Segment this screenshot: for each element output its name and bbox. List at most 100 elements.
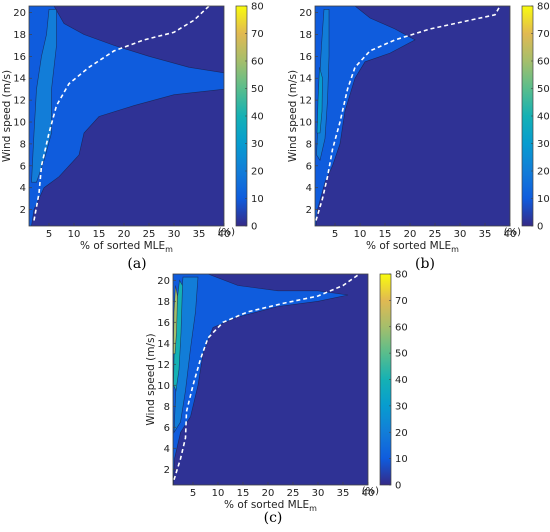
y-tick-label: 4 xyxy=(20,183,26,194)
y-tick-label: 20 xyxy=(157,276,170,287)
x-tick-label: 40 xyxy=(504,229,517,240)
colorbar-tick-label: 50 xyxy=(395,349,408,360)
x-tick-label: 20 xyxy=(262,488,275,499)
y-tick-label: 2 xyxy=(306,205,312,216)
colorbar-tick-label: 40 xyxy=(537,112,550,123)
y-tick-label: 14 xyxy=(13,74,26,85)
colorbar-tick-label: 80 xyxy=(395,270,408,281)
colorbar-tick-label: 10 xyxy=(395,454,408,465)
colorbar-tick-label: 30 xyxy=(251,139,264,150)
colorbar-tick-label: 60 xyxy=(537,57,550,68)
colorbar-tick-label: 30 xyxy=(395,401,408,412)
y-tick-label: 16 xyxy=(157,318,170,329)
x-tick-label: 40 xyxy=(218,229,231,240)
x-tick-label: 25 xyxy=(143,229,156,240)
colorbar-tick-label: 70 xyxy=(395,296,408,307)
dashed-curve xyxy=(33,6,210,221)
dashed-curve xyxy=(173,274,359,481)
colorbar-tick-label: 70 xyxy=(251,29,264,40)
contour-region-10 xyxy=(29,6,224,226)
colorbar-tick-label: 40 xyxy=(395,375,408,386)
colorbar-tick-label: 10 xyxy=(251,194,264,205)
colorbar-unit: (%) xyxy=(362,486,379,497)
colorbar-tick-label: 20 xyxy=(395,428,408,439)
colorbar-unit: (%) xyxy=(218,227,235,238)
y-tick-label: 2 xyxy=(20,205,26,216)
colorbar-tick-label: 20 xyxy=(251,167,264,178)
x-tick-label: 10 xyxy=(68,229,81,240)
x-tick-label: 35 xyxy=(193,229,206,240)
x-tick-label: 35 xyxy=(337,488,350,499)
x-tick-label: 5 xyxy=(190,488,196,499)
colorbar-tick-label: 10 xyxy=(537,194,550,205)
y-tick-label: 12 xyxy=(157,360,170,371)
y-tick-label: 4 xyxy=(306,183,312,194)
y-tick-label: 8 xyxy=(20,139,26,150)
x-axis-label: % of sorted MLEm xyxy=(224,499,317,513)
colorbar-tick-label: 50 xyxy=(537,84,550,95)
contour-region-20 xyxy=(31,9,57,183)
plot-frame xyxy=(172,273,369,486)
y-tick-label: 8 xyxy=(306,139,312,150)
colorbar-tick-label: 30 xyxy=(537,139,550,150)
colorbar-tick-label: 60 xyxy=(251,57,264,68)
y-tick-label: 14 xyxy=(299,74,312,85)
colorbar-tick-label: 40 xyxy=(251,112,264,123)
panel-caption: (b) xyxy=(415,256,435,272)
x-tick-label: 15 xyxy=(93,229,106,240)
y-tick-label: 6 xyxy=(306,161,312,172)
y-tick-label: 18 xyxy=(13,30,26,41)
plot-frame xyxy=(314,5,511,227)
x-tick-label: 25 xyxy=(429,229,442,240)
y-tick-label: 10 xyxy=(13,118,26,129)
y-axis-label: Wind speed (m/s) xyxy=(145,333,157,425)
colorbar-tick-label: 80 xyxy=(251,2,264,13)
colorbar-tick-label: 0 xyxy=(251,222,257,233)
panel-caption: (c) xyxy=(264,510,283,526)
colorbar-tick-label: 0 xyxy=(537,222,543,233)
y-tick-label: 10 xyxy=(157,381,170,392)
x-tick-label: 10 xyxy=(354,229,367,240)
plot-frame xyxy=(28,5,225,227)
x-tick-label: 10 xyxy=(212,488,225,499)
colorbar-tick-label: 80 xyxy=(537,2,550,13)
y-tick-label: 2 xyxy=(164,465,170,476)
x-tick-label: 35 xyxy=(479,229,492,240)
y-tick-label: 14 xyxy=(157,339,170,350)
y-tick-label: 8 xyxy=(164,402,170,413)
contour-region-60 xyxy=(173,285,178,355)
x-tick-label: 15 xyxy=(237,488,250,499)
y-tick-label: 10 xyxy=(299,118,312,129)
y-tick-label: 6 xyxy=(20,161,26,172)
colorbar-tick-label: 60 xyxy=(395,322,408,333)
y-tick-label: 12 xyxy=(13,96,26,107)
x-axis-label: % of sorted MLEm xyxy=(80,240,173,254)
y-tick-label: 16 xyxy=(13,52,26,63)
colorbar-tick-label: 70 xyxy=(537,29,550,40)
x-tick-label: 30 xyxy=(312,488,325,499)
y-tick-label: 18 xyxy=(299,30,312,41)
x-tick-label: 40 xyxy=(362,488,375,499)
y-axis-label: Wind speed (m/s) xyxy=(1,70,13,162)
y-tick-label: 20 xyxy=(299,8,312,19)
x-tick-label: 5 xyxy=(332,229,338,240)
y-tick-label: 12 xyxy=(299,96,312,107)
y-tick-label: 18 xyxy=(157,297,170,308)
y-tick-label: 20 xyxy=(13,8,26,19)
x-tick-label: 20 xyxy=(404,229,417,240)
x-tick-label: 20 xyxy=(118,229,131,240)
x-tick-label: 15 xyxy=(379,229,392,240)
colorbar-tick-label: 50 xyxy=(251,84,264,95)
y-tick-label: 16 xyxy=(299,52,312,63)
x-tick-label: 30 xyxy=(454,229,467,240)
contour-region-10 xyxy=(315,6,416,226)
x-axis-label: % of sorted MLEm xyxy=(366,240,459,254)
colorbar-tick-label: 0 xyxy=(395,481,401,492)
colorbar-tick-label: 20 xyxy=(537,167,550,178)
panel-caption: (a) xyxy=(127,256,146,272)
x-tick-label: 30 xyxy=(168,229,181,240)
